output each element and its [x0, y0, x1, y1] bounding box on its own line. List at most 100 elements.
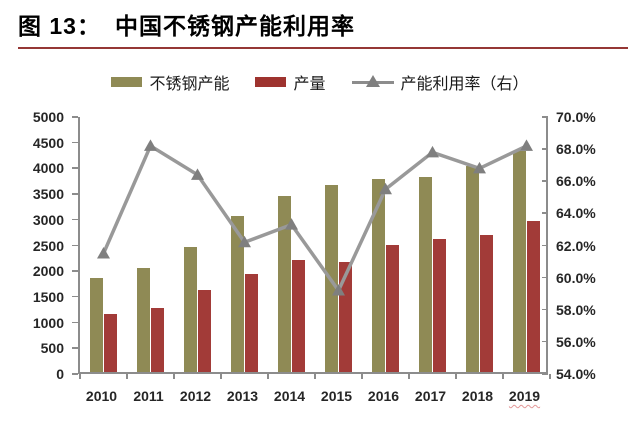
plot-area: [72, 116, 551, 379]
right-axis-tick-label: 64.0%: [556, 205, 596, 222]
left-axis-tick-label: 4500: [32, 134, 64, 151]
x-axis-category-label: 2017: [414, 388, 447, 404]
legend-item-capacity: 不锈钢产能: [111, 70, 229, 94]
right-axis-tick: [542, 373, 548, 375]
left-axis-tick: [72, 270, 78, 272]
triangle-marker-2015: [332, 283, 345, 296]
bar-capacity-2014: [278, 196, 291, 372]
bar-production-2015: [339, 261, 352, 372]
triangle-marker-2013: [238, 235, 251, 248]
right-axis-tick-label: 58.0%: [556, 301, 596, 318]
bar-capacity-2019: [513, 150, 526, 372]
bar-capacity-2012: [184, 247, 197, 372]
bar-capacity-2017: [419, 176, 432, 372]
triangle-marker-2017: [426, 145, 439, 158]
bar-production-2012: [198, 289, 211, 372]
left-axis-tick-label: 2000: [32, 263, 64, 280]
production-swatch-icon: [255, 77, 287, 87]
bar-capacity-2018: [466, 166, 479, 372]
x-axis-category-label: 2012: [179, 388, 212, 404]
triangle-marker-2016: [379, 182, 392, 195]
triangle-marker-2010: [97, 247, 110, 259]
x-axis-tick: [126, 374, 128, 379]
left-axis-tick-label: 3500: [32, 186, 64, 203]
left-axis-tick-label: 1000: [32, 314, 64, 331]
x-axis-category-label: 2015: [320, 388, 353, 404]
utilization-line-chart: [97, 139, 533, 296]
left-axis-tick-label: 2500: [32, 237, 64, 254]
bar-production-2016: [386, 244, 399, 372]
bar-production-2011: [151, 307, 164, 372]
right-axis-tick: [542, 276, 548, 279]
bar-production-2018: [480, 234, 493, 372]
left-axis-tick: [72, 347, 78, 349]
left-axis-tick: [72, 167, 78, 169]
utilization-line: [101, 143, 528, 294]
right-axis-tick-label: 66.0%: [556, 173, 596, 190]
right-axis-tick: [542, 340, 548, 343]
bar-production-2019: [527, 220, 540, 372]
x-axis-category-label: 2013: [226, 388, 259, 404]
x-axis-tick: [267, 374, 269, 379]
x-axis-tick: [361, 374, 363, 379]
triangle-marker-2014: [285, 218, 298, 230]
x-axis-category-label: 2011: [133, 388, 164, 404]
x-axis-category-label: 2014: [273, 388, 306, 404]
left-axis-tick-label: 4000: [32, 160, 64, 177]
x-axis-tick: [220, 374, 222, 379]
x-axis-tick: [173, 374, 175, 379]
left-axis-tick-label: 0: [56, 366, 64, 382]
right-axis-tick-label: 70.0%: [556, 109, 596, 125]
right-axis-tick: [542, 212, 548, 214]
x-axis-tick: [502, 374, 504, 379]
right-axis-tick: [542, 244, 548, 246]
left-axis-tick-label: 1500: [32, 288, 64, 305]
right-axis-tick: [542, 148, 548, 150]
line-triangle-marker-icon: [351, 75, 394, 89]
legend-label-production: 产量: [293, 76, 326, 93]
figure-number-label: 图 13：: [18, 13, 101, 39]
legend-item-utilization: 产能利用率（右）: [351, 70, 529, 94]
right-axis-tick-label: 60.0%: [556, 269, 596, 286]
right-axis-tick-label: 54.0%: [556, 366, 596, 382]
x-axis-category-label: 2010: [85, 388, 118, 404]
left-axis-tick-label: 5000: [32, 109, 64, 125]
figure-header: 图 13： 中国不锈钢产能利用率: [18, 8, 355, 40]
title-underline-rule: [18, 47, 628, 49]
right-axis-tick: [542, 180, 548, 182]
x-axis-category-label: 2016: [367, 388, 400, 404]
left-axis-tick: [72, 141, 78, 144]
bar-production-2014: [292, 260, 305, 372]
triangle-marker-2019: [520, 139, 533, 151]
left-axis-tick-label: 500: [40, 340, 64, 357]
left-axis-tick: [72, 193, 78, 195]
right-axis-tick: [542, 116, 548, 118]
left-axis-tick-label: 3000: [32, 211, 64, 228]
bar-production-2010: [104, 314, 117, 372]
legend-label-utilization: 产能利用率（右）: [400, 76, 529, 93]
left-axis-tick: [72, 116, 78, 118]
bar-capacity-2010: [90, 277, 103, 372]
capacity-swatch-icon: [111, 77, 143, 87]
x-axis-tick: [314, 374, 316, 379]
right-axis-tick-label: 62.0%: [556, 237, 596, 254]
x-axis-tick: [79, 374, 81, 379]
bar-capacity-2011: [137, 267, 150, 372]
legend-label-capacity: 不锈钢产能: [149, 76, 230, 93]
legend-item-production: 产量: [255, 70, 326, 94]
x-axis-tick: [549, 374, 551, 379]
right-axis-tick: [542, 308, 548, 311]
x-axis-category-label: 2019: [508, 388, 541, 404]
bar-capacity-2013: [231, 216, 244, 372]
bar-production-2013: [245, 274, 258, 372]
x-axis-category-label: 2018: [461, 388, 494, 404]
figure-title: 中国不锈钢产能利用率: [114, 13, 355, 39]
right-axis-tick-label: 56.0%: [556, 333, 596, 350]
left-axis-tick: [72, 295, 78, 298]
chart-legend: 不锈钢产能 产量 产能利用率（右）: [0, 70, 640, 94]
triangle-marker-2011: [144, 139, 157, 151]
bar-production-2017: [433, 239, 446, 372]
left-axis-tick: [72, 373, 78, 375]
bar-capacity-2016: [372, 179, 385, 372]
